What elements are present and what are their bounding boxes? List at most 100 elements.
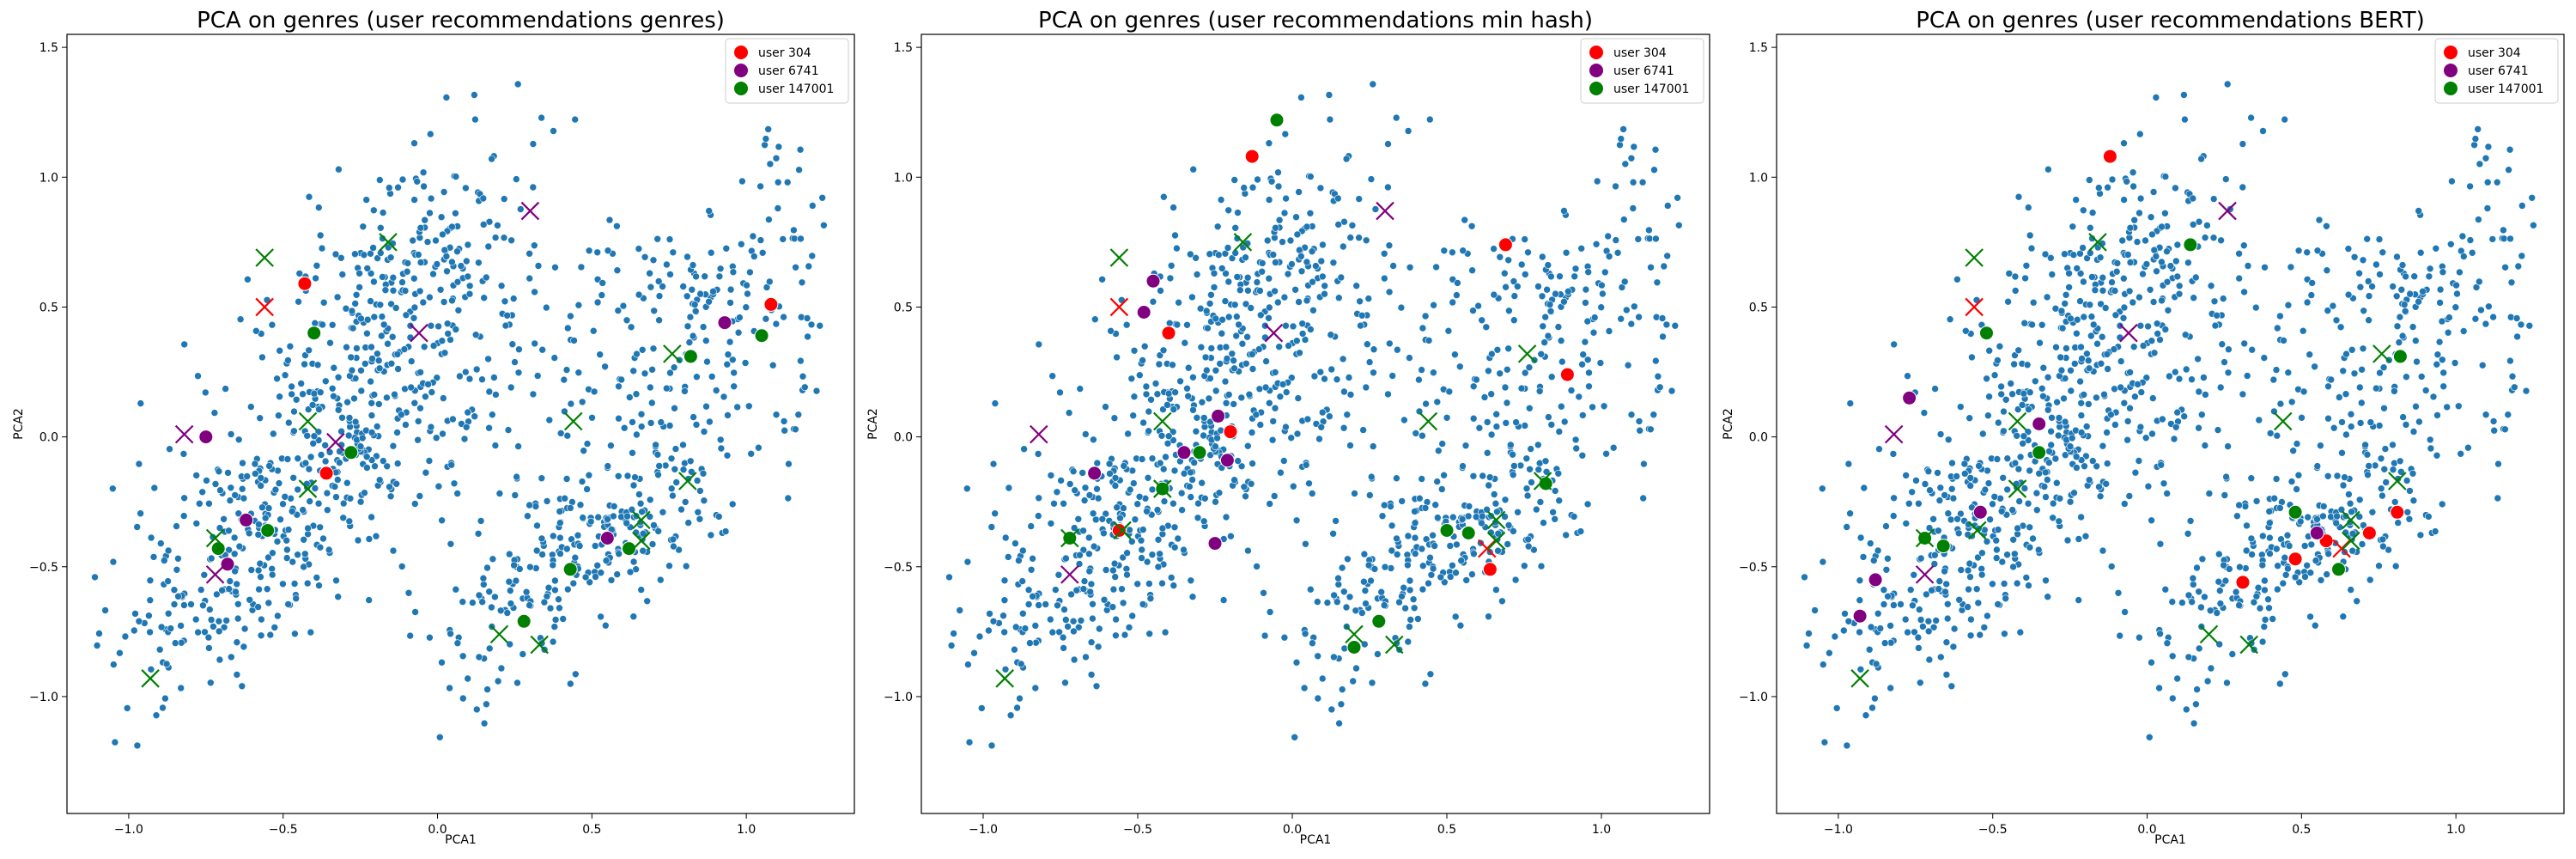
background-point: [1915, 499, 1923, 508]
background-point: [1234, 209, 1242, 216]
background-point: [1130, 479, 1138, 487]
background-point: [729, 268, 738, 277]
background-point: [1198, 398, 1206, 406]
background-point: [1469, 382, 1478, 391]
background-point: [491, 234, 500, 241]
background-point: [2085, 400, 2093, 408]
background-point: [2096, 253, 2105, 262]
background-point: [796, 145, 805, 154]
background-point: [2429, 393, 2438, 401]
background-point: [579, 514, 587, 521]
background-point: [1526, 465, 1534, 473]
background-point: [1224, 313, 1233, 321]
background-point: [1979, 430, 1987, 438]
background-point: [91, 573, 99, 582]
background-point: [779, 235, 787, 243]
background-point: [2315, 216, 2324, 224]
background-point: [2161, 585, 2170, 594]
background-point: [2409, 497, 2418, 505]
background-point: [164, 546, 173, 555]
background-point: [797, 235, 805, 243]
background-point: [1145, 580, 1153, 588]
x-tick-label: −0.5: [269, 823, 298, 837]
background-point: [2376, 369, 2384, 377]
background-point: [1316, 184, 1325, 192]
background-point: [2466, 236, 2475, 244]
background-point: [1909, 601, 1917, 610]
background-point: [987, 523, 996, 531]
highlight-point: [1192, 445, 1207, 460]
background-point: [1192, 253, 1200, 262]
background-point: [1411, 508, 1419, 515]
background-point: [2192, 700, 2200, 709]
background-point: [1019, 546, 1027, 555]
background-point: [511, 491, 519, 499]
background-point: [2506, 356, 2514, 365]
background-point: [472, 365, 481, 374]
highlight-point: [516, 613, 532, 629]
background-point: [2224, 442, 2232, 450]
highlight-point: [210, 541, 226, 557]
background-point: [1504, 521, 1513, 529]
background-point: [2452, 281, 2460, 289]
background-point: [790, 235, 799, 243]
cross-marker: [663, 344, 682, 363]
highlight-point: [1461, 526, 1476, 540]
background-point: [1411, 533, 1419, 542]
background-point: [1582, 299, 1589, 307]
y-tick-label: −1.0: [1739, 691, 1768, 704]
background-point: [2130, 216, 2138, 224]
background-point: [1236, 286, 1244, 295]
background-point: [2348, 546, 2356, 555]
background-point: [2075, 596, 2082, 604]
background-point: [1510, 527, 1517, 535]
background-point: [1102, 509, 1109, 518]
background-point: [460, 435, 469, 443]
background-point: [722, 244, 731, 253]
background-point: [1080, 497, 1089, 504]
background-point: [243, 472, 252, 480]
background-point: [2505, 166, 2512, 174]
background-point: [2175, 375, 2184, 383]
background-point: [1501, 383, 1510, 392]
background-point: [1230, 476, 1238, 484]
background-point: [1429, 564, 1437, 573]
background-point: [1482, 323, 1491, 332]
background-point: [2026, 543, 2034, 551]
background-point: [1620, 216, 1628, 223]
background-point: [2451, 303, 2460, 312]
background-point: [2276, 504, 2284, 512]
background-point: [1089, 600, 1097, 608]
background-point: [1981, 526, 1989, 534]
background-point: [1549, 508, 1557, 516]
background-point: [1263, 236, 1272, 245]
background-point: [1290, 482, 1297, 490]
background-point: [692, 421, 701, 429]
background-point: [1585, 369, 1593, 377]
background-point: [1435, 447, 1443, 455]
background-point: [283, 455, 292, 463]
background-point: [1453, 540, 1461, 549]
background-point: [686, 457, 695, 466]
background-point: [2209, 234, 2218, 242]
background-point: [2003, 485, 2011, 494]
background-point: [2274, 562, 2281, 570]
background-point: [1901, 615, 1910, 624]
background-point: [352, 290, 361, 299]
background-point: [283, 545, 291, 554]
background-point: [2057, 366, 2066, 375]
background-point: [2439, 356, 2446, 364]
background-point: [191, 615, 200, 624]
background-point: [1949, 643, 1958, 651]
background-point: [1327, 705, 1336, 714]
background-point: [575, 542, 584, 550]
background-point: [155, 645, 164, 654]
background-point: [1662, 320, 1671, 329]
background-point: [1027, 565, 1036, 574]
background-point: [2284, 301, 2293, 309]
background-point: [569, 579, 578, 588]
background-point: [715, 272, 724, 281]
background-point: [529, 140, 538, 148]
background-point: [234, 600, 242, 608]
background-point: [1426, 115, 1434, 124]
